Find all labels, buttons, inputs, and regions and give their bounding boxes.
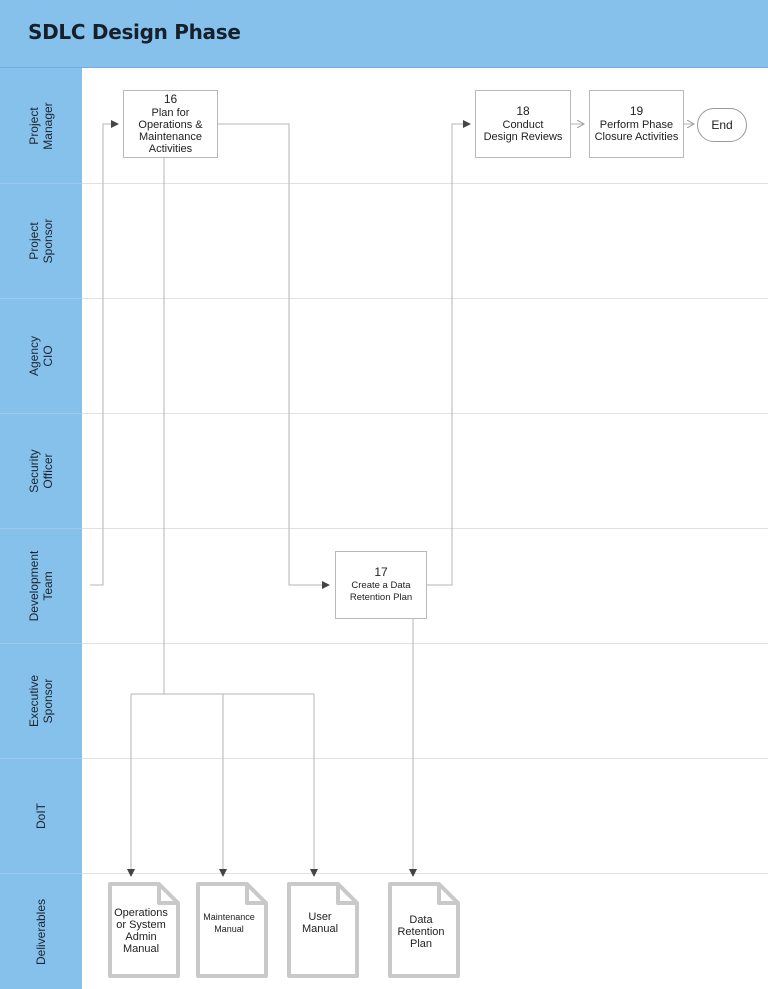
lane-label-project-sponsor: Project Sponsor: [0, 184, 82, 299]
document-icon: [287, 882, 359, 978]
lane-label-deliverables: Deliverables: [34, 898, 48, 965]
document-icon: [388, 882, 460, 978]
deliverable-label: User Manual: [301, 911, 339, 935]
step-18-box[interactable]: 18 Conduct Design Reviews: [475, 90, 571, 158]
step-title: Plan for Operations & Maintenance Activi…: [138, 107, 203, 155]
step-number: 18: [516, 104, 530, 118]
lane-label-security-officer: Security Officer: [0, 414, 82, 529]
step-number: 16: [163, 92, 178, 106]
deliverable-operations-manual[interactable]: Operations or System Admin Manual: [107, 881, 181, 979]
step-number: 17: [374, 565, 388, 579]
lane-label-development-team: Development Team: [0, 529, 82, 644]
lane-executive-sponsor: [82, 644, 768, 759]
lane-label-executive-sponsor: Executive Sponsor: [0, 644, 82, 759]
lane-agency-cio: [82, 299, 768, 414]
lane-security-officer: [82, 414, 768, 529]
deliverable-label: Data Retention Plan: [397, 914, 445, 950]
step-title: Create a Data Retention Plan: [349, 580, 413, 603]
deliverable-user-manual[interactable]: User Manual: [286, 881, 360, 979]
document-icon: [108, 882, 180, 978]
lane-project-manager: [82, 68, 768, 184]
lane-label-agency-cio: Agency CIO: [0, 299, 82, 414]
document-icon: [196, 882, 268, 978]
page-title: SDLC Design Phase: [28, 20, 241, 44]
step-16-box[interactable]: 16 Plan for Operations & Maintenance Act…: [123, 90, 218, 158]
deliverable-label: Operations or System Admin Manual: [114, 907, 168, 955]
deliverable-label: Maintenance Manual: [203, 912, 255, 934]
step-number: 19: [629, 104, 644, 118]
step-19-box[interactable]: 19 Perform Phase Closure Activities: [589, 90, 684, 158]
lane-development-team: [82, 529, 768, 644]
step-title: Conduct Design Reviews: [483, 119, 563, 143]
lane-label-doit: DoIT: [0, 759, 82, 874]
end-terminator[interactable]: End: [697, 108, 747, 142]
lane-project-sponsor: [82, 184, 768, 299]
deliverable-data-retention-plan[interactable]: Data Retention Plan: [387, 881, 461, 979]
lane-label-project-manager: Project Manager: [0, 68, 82, 184]
lane-doit: [82, 759, 768, 874]
header-bar: SDLC Design Phase: [0, 0, 768, 68]
step-17-box[interactable]: 17 Create a Data Retention Plan: [335, 551, 427, 619]
step-title: Perform Phase Closure Activities: [594, 119, 679, 143]
deliverable-maintenance-manual[interactable]: Maintenance Manual: [195, 881, 269, 979]
